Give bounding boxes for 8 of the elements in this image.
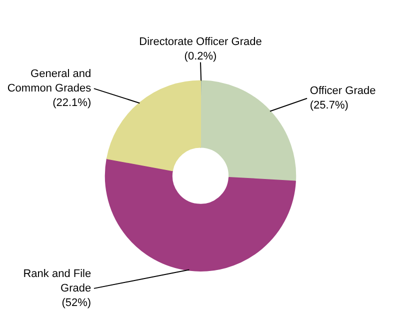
- slice-label: Officer Grade: [310, 85, 376, 98]
- slice-label: Rank and File Grade: [23, 268, 92, 294]
- data-label: (52%): [62, 296, 92, 309]
- slice-label: Directorate Officer Grade: [139, 36, 262, 48]
- data-label: (22.1%): [52, 96, 92, 109]
- data-label: (0.2%): [184, 50, 217, 62]
- slice-label: General and Common Grades: [7, 68, 92, 95]
- data-label: (25.7%): [310, 100, 348, 112]
